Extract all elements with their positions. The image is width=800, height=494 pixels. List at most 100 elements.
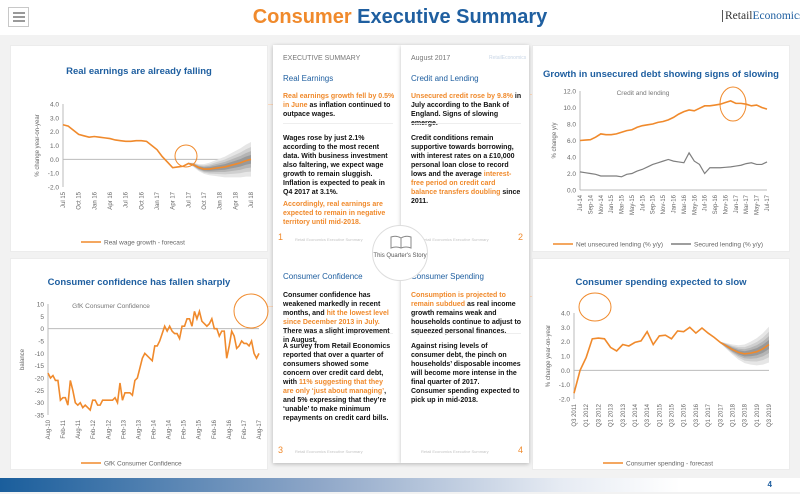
y-tick-label: -25 (35, 388, 45, 395)
x-tick-label: Aug-15 (197, 419, 203, 439)
x-tick-label: Jul-16 (703, 194, 709, 211)
page-title: Consumer Executive Summary (0, 6, 800, 29)
legend-label: Net unsecured lending (% y/y) (576, 242, 663, 249)
y-axis-label: % change year-on-year (546, 325, 552, 387)
chart-panel-unsecured-debt: Growth in unsecured debt showing signs o… (532, 45, 790, 252)
forecast-fan-band (188, 154, 251, 171)
highlight-circle (174, 144, 198, 168)
body-text: as real income growth remains weak and h… (411, 301, 522, 335)
footer-bar (0, 478, 800, 492)
book-left-page: EXECUTIVE SUMMARY Real Earnings Real ear… (273, 45, 401, 463)
y-tick-label: -30 (35, 400, 45, 407)
series-line (62, 123, 252, 170)
x-tick-label: Mar-17 (744, 194, 750, 214)
y-tick-label: 10 (37, 302, 45, 309)
x-tick-label: Q3 2016 (694, 403, 700, 427)
y-tick-label: -15 (35, 363, 45, 370)
chart-svg: 4.0 3.0 2.0 1.0 0.0 -1.0 -2.0 % change year-on-… (35, 102, 255, 247)
section-title: Credit and Lending (411, 74, 479, 83)
y-tick-label: 5 (40, 314, 44, 321)
y-axis-label: % change y/y (552, 122, 558, 158)
x-tick-label: Q3 2017 (718, 403, 724, 427)
highlight-circle (719, 86, 747, 122)
page-footer: Retail Economics Executive Summary (421, 237, 489, 242)
x-tick-label: Jul-17 (765, 194, 771, 211)
y-tick-label: -1.0 (48, 171, 60, 178)
series-line (47, 308, 260, 412)
paragraph: Consumer spending expected to pick up in… (411, 388, 520, 404)
x-tick-label: Aug-13 (136, 419, 142, 439)
x-tick-label: Q3 2011 (572, 403, 578, 426)
body-text: since 2011. (411, 189, 521, 205)
highlight-text: Unsecured credit rose by 9.8% (411, 93, 513, 100)
paragraph: Real earnings growth fell by 0.5% in Jun… (283, 92, 395, 119)
body-text: Credit conditions remain supportive towa… (411, 135, 515, 178)
divider (283, 333, 393, 334)
body-text: There was a slight improvement in August… (283, 328, 390, 344)
y-tick-label: -2.0 (559, 397, 571, 404)
page-number: 1 (278, 232, 284, 242)
y-tick-label: -35 (35, 413, 45, 420)
x-tick-label: Feb-12 (91, 419, 97, 439)
y-tick-label: 4.0 (50, 102, 59, 109)
x-tick-label: Jul 18 (249, 191, 255, 208)
x-tick-label: Q3 2012 (596, 403, 602, 427)
paragraph: Accordingly, real earnings are expected … (283, 201, 386, 226)
page-number: 2 (518, 232, 524, 242)
x-tick-label: Oct 15 (77, 191, 83, 209)
x-tick-label: Feb-13 (121, 419, 127, 439)
x-tick-label: Sep-14 (588, 194, 594, 214)
body-text: as inflation continued to outpace wages. (283, 102, 391, 118)
x-tick-label: Oct 16 (139, 191, 145, 209)
y-tick-label: 2.0 (50, 129, 59, 136)
title-consumer: Consumer (252, 6, 352, 28)
x-tick-label: Aug-14 (167, 419, 173, 439)
legend-label: Consumer spending - forecast (626, 461, 713, 468)
section-title: Real Earnings (283, 74, 334, 83)
page-footer: Retail Economics Executive Summary (295, 237, 363, 242)
highlight-circle (233, 293, 269, 329)
x-tick-label: Jul 15 (61, 191, 67, 208)
y-tick-label: 1.0 (50, 143, 59, 150)
open-book-icon (390, 235, 412, 249)
panel-title: Consumer confidence has fallen sharply (47, 277, 231, 288)
x-tick-label: Aug-17 (257, 419, 263, 439)
x-tick-label: Sep-16 (713, 194, 719, 214)
section-title: Consumer Spending (411, 272, 484, 281)
x-tick-label: Feb-11 (61, 419, 67, 438)
highlight-text: interest-free period on credit card bala… (411, 171, 512, 196)
x-tick-label: Sep-15 (651, 194, 657, 214)
chart-title: GfK Consumer Confidence (72, 303, 150, 310)
x-tick-label: Q1 2013 (609, 403, 615, 427)
y-tick-label: 4.0 (567, 155, 576, 162)
paragraph: Wages rose by just 2.1% according to the… (283, 135, 388, 196)
y-tick-label: 2.0 (567, 171, 576, 178)
x-tick-label: Q3 2018 (743, 403, 749, 427)
book-right-page: August 2017 RetailEconomics Credit and L… (401, 45, 529, 463)
logo-economics: Economics (752, 10, 800, 22)
y-tick-label: -10 (35, 351, 45, 358)
x-tick-label: Aug-16 (227, 419, 233, 439)
legend-label: GfK Consumer Confidence (104, 461, 182, 468)
x-tick-label: Apr 18 (233, 191, 239, 209)
divider (283, 123, 393, 124)
y-tick-label: 0.0 (567, 188, 576, 195)
chart-svg: 10 5 0 -5 -10 -15 -20 -25 -30 -35 balance Aug-10 Feb… (20, 293, 269, 468)
list-icon[interactable] (8, 7, 29, 27)
x-tick-label: Aug-10 (46, 419, 52, 439)
highlight-text: hit the lowest level since December 2013… (283, 310, 389, 326)
chart-title: Credit and lending (617, 90, 670, 97)
x-tick-label: Jul-14 (578, 194, 584, 211)
y-axis-label: % change year-on-year (35, 114, 41, 176)
panel-title: Growth in unsecured debt showing signs o… (543, 69, 779, 80)
x-tick-label: Q3 2014 (645, 403, 651, 427)
x-tick-label: Mar-15 (620, 194, 626, 214)
x-tick-label: Jan 18 (218, 191, 224, 210)
x-tick-label: Jul 17 (186, 191, 192, 208)
x-tick-label: Nov-16 (723, 194, 729, 214)
series-line (579, 100, 768, 142)
x-tick-label: Aug-11 (76, 419, 82, 439)
paragraph: A survey from Retail Economics reported … (283, 342, 395, 423)
this-quarters-story-badge[interactable]: This Quarter's Story (372, 225, 428, 281)
y-tick-label: 10.0 (563, 105, 576, 112)
